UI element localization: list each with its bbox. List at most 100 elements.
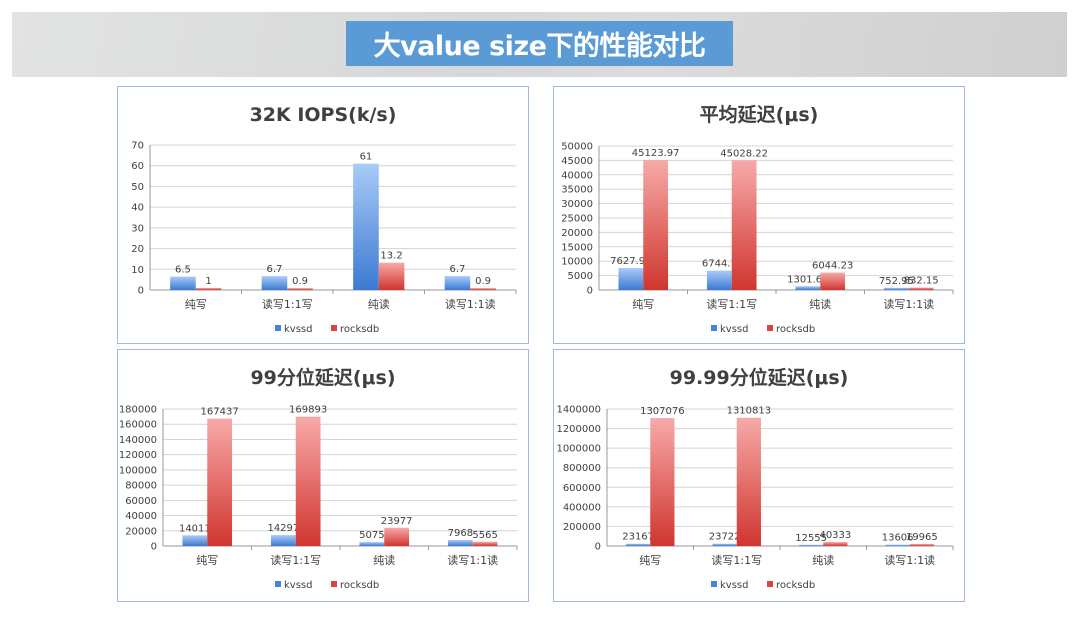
bar-kvssd: [795, 286, 821, 290]
bar-kvssd: [885, 544, 910, 546]
chart-p99-latency: 99分位延迟(μs) 0 20000 40000 60000 80000 100000 120…: [117, 349, 529, 602]
legend-label: kvssd: [284, 324, 312, 335]
data-label: 1307076: [640, 406, 685, 417]
x-tick-label: 读写1:1读: [884, 553, 935, 567]
page-title: 大value size下的性能对比: [346, 21, 733, 66]
bar-kvssd: [712, 543, 737, 546]
y-tick-label: 80000: [125, 481, 157, 492]
data-label: 12555: [795, 533, 827, 544]
y-tick-label: 20000: [125, 526, 157, 537]
data-label: 13606: [882, 533, 914, 544]
x-tick-label: 纯写: [632, 298, 654, 311]
legend-label: kvssd: [284, 580, 312, 591]
bar-rocksdb: [650, 418, 675, 546]
legend-swatch-rocksdb: [331, 581, 337, 587]
y-tick-label: 40: [131, 203, 144, 214]
y-tick-label: 100000: [119, 465, 157, 476]
y-tick-label: 10000: [561, 257, 593, 268]
chart-svg: 99分位延迟(μs) 0 20000 40000 60000 80000 100000 120…: [119, 366, 518, 591]
y-tick-label: 600000: [563, 483, 601, 494]
y-tick-label: 1200000: [556, 424, 601, 435]
data-label: 5565: [472, 530, 497, 541]
chart-svg: 平均延迟(μs) 0 5000 10000 15000 20000 25000 30000 35…: [561, 103, 954, 335]
x-tick-label: 纯读: [812, 553, 834, 567]
chart-svg: 99.99分位延迟(μs) 0 200000 400000 600000 800000 10…: [556, 366, 954, 591]
y-tick-label: 400000: [563, 502, 601, 513]
y-tick-label: 60: [131, 161, 144, 172]
bar-rocksdb: [731, 160, 757, 290]
y-tick-label: 60000: [125, 496, 157, 507]
data-label: 6044.23: [812, 261, 853, 272]
legend-label: kvssd: [720, 580, 748, 591]
y-tick-label: 40000: [561, 170, 593, 181]
y-tick-label: 800000: [563, 463, 601, 474]
y-tick-label: 0: [595, 542, 601, 553]
bar-rocksdb: [823, 542, 848, 546]
y-tick-label: 35000: [561, 185, 593, 196]
y-tick-label: 0: [138, 286, 144, 297]
chart-p9999-latency: 99.99分位延迟(μs) 0 200000 400000 600000 800000 10…: [553, 349, 965, 602]
legend-label: rocksdb: [776, 324, 815, 335]
chart-title: 99.99分位延迟(μs): [670, 366, 849, 389]
data-label: 14297: [267, 523, 299, 534]
bar-rocksdb: [378, 262, 405, 290]
bar-rocksdb: [908, 287, 934, 290]
legend-swatch-rocksdb: [331, 325, 337, 331]
data-label: 40333: [819, 530, 851, 541]
y-tick-label: 160000: [119, 420, 157, 431]
bar-kvssd: [182, 535, 208, 546]
data-label: 6.5: [175, 265, 191, 276]
data-label: 61: [360, 152, 373, 163]
y-tick-label: 45000: [561, 156, 593, 167]
data-label: 1310813: [727, 406, 772, 417]
chart-svg: 32K IOPS(k/s) 0 10 20 30 40 50 60 70 6.5 1 纯写 6.7 0.9…: [131, 104, 517, 335]
data-label: 1: [205, 276, 211, 287]
bar-rocksdb: [295, 416, 321, 546]
x-tick-label: 纯读: [809, 297, 831, 311]
data-label: 5075: [359, 530, 384, 541]
y-tick-label: 50: [131, 182, 144, 193]
data-label: 45028.22: [720, 148, 768, 159]
y-tick-label: 1400000: [556, 405, 601, 416]
y-tick-label: 140000: [119, 435, 157, 446]
y-tick-label: 200000: [563, 522, 601, 533]
legend-swatch-rocksdb: [767, 325, 773, 331]
bar-rocksdb: [643, 160, 669, 290]
x-tick-label: 纯读: [373, 553, 395, 567]
bar-kvssd: [353, 163, 379, 290]
x-tick-label: 读写1:1写: [262, 297, 313, 311]
bar-rocksdb: [472, 541, 498, 546]
legend-label: kvssd: [720, 324, 748, 335]
legend-swatch-rocksdb: [767, 581, 773, 587]
x-tick-label: 读写1:1读: [447, 553, 498, 567]
data-label: 6.7: [266, 264, 282, 275]
y-tick-label: 1000000: [556, 444, 601, 455]
y-tick-label: 30: [131, 223, 144, 234]
bar-kvssd: [359, 542, 385, 546]
chart-title: 32K IOPS(k/s): [250, 104, 397, 126]
y-tick-label: 0: [151, 542, 157, 553]
bar-kvssd: [270, 535, 296, 546]
chart-avg-latency: 平均延迟(μs) 0 5000 10000 15000 20000 25000 30000 35…: [553, 86, 965, 344]
legend-swatch-kvssd: [711, 325, 717, 331]
bar-kvssd: [799, 544, 824, 546]
data-label: 832.15: [904, 276, 939, 287]
chart-title: 平均延迟(μs): [700, 103, 819, 126]
y-tick-label: 15000: [561, 242, 593, 253]
x-tick-label: 读写1:1读: [883, 297, 934, 311]
bar-rocksdb: [736, 417, 761, 546]
legend-label: rocksdb: [776, 580, 815, 591]
bar-kvssd: [447, 539, 473, 546]
bar-rocksdb: [470, 288, 496, 290]
bar-rocksdb: [287, 288, 313, 290]
bar-kvssd: [261, 276, 288, 290]
y-tick-label: 180000: [119, 405, 157, 416]
data-label: 752.95: [879, 276, 914, 287]
bar-kvssd: [618, 268, 644, 290]
x-tick-label: 读写1:1写: [270, 553, 321, 567]
data-label: 6744.7: [702, 259, 737, 270]
data-label: 13.2: [380, 251, 402, 262]
bar-kvssd: [170, 276, 196, 290]
y-tick-label: 5000: [568, 271, 593, 282]
data-label: 6.7: [449, 264, 465, 275]
